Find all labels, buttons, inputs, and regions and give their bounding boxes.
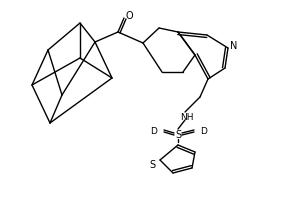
Text: S: S: [149, 160, 155, 170]
Text: N: N: [230, 41, 238, 51]
Text: NH: NH: [180, 112, 194, 121]
Text: D: D: [151, 127, 158, 136]
Text: D: D: [201, 127, 207, 136]
Text: S: S: [175, 130, 181, 140]
Text: O: O: [125, 11, 133, 21]
